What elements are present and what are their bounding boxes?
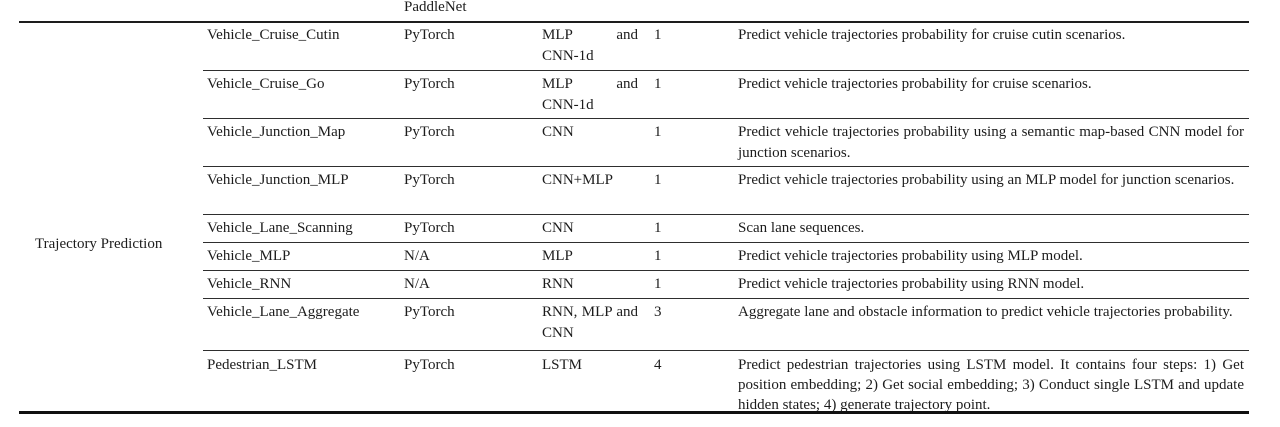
architecture-cell: RNN, MLP and CNN bbox=[542, 304, 638, 341]
description-cell: Predict vehicle trajectories probability… bbox=[738, 76, 1092, 92]
stage-count-cell: 1 bbox=[654, 76, 662, 92]
framework-cell: N/A bbox=[404, 276, 430, 292]
stage-count-cell: 1 bbox=[654, 248, 662, 264]
model-name-cell: Vehicle_Cruise_Go bbox=[207, 76, 325, 92]
table-row: Vehicle_Cruise_Cutin PyTorch MLP and CNN… bbox=[203, 22, 1249, 70]
stage-count-cell: 1 bbox=[654, 276, 662, 292]
description-cell: Predict pedestrian trajectories using LS… bbox=[738, 357, 1244, 413]
table-row: Vehicle_RNN N/A RNN 1 Predict vehicle tr… bbox=[203, 270, 1249, 298]
model-name-cell: Vehicle_Lane_Scanning bbox=[207, 220, 353, 236]
architecture-cell: LSTM bbox=[542, 357, 583, 373]
table-bottom-rule bbox=[19, 411, 1249, 414]
table-row: Pedestrian_LSTM PyTorch LSTM 4 Predict p… bbox=[203, 350, 1249, 413]
table-body: Vehicle_Cruise_Cutin PyTorch MLP and CNN… bbox=[203, 22, 1249, 413]
table-row: Vehicle_Junction_MLP PyTorch CNN+MLP 1 P… bbox=[203, 166, 1249, 214]
table-row: Vehicle_Cruise_Go PyTorch MLP and CNN-1d… bbox=[203, 70, 1249, 118]
stage-count-cell: 4 bbox=[654, 357, 662, 373]
model-name-cell: Vehicle_MLP bbox=[207, 248, 291, 264]
table-row: Vehicle_Junction_Map PyTorch CNN 1 Predi… bbox=[203, 118, 1249, 166]
model-name-cell: Vehicle_Junction_MLP bbox=[207, 172, 349, 188]
table-row: Vehicle_Lane_Aggregate PyTorch RNN, MLP … bbox=[203, 298, 1249, 350]
partial-row-framework-cell: PaddleNet bbox=[404, 0, 467, 15]
stage-count-cell: 1 bbox=[654, 172, 662, 188]
model-name-cell: Vehicle_Cruise_Cutin bbox=[207, 27, 340, 43]
stage-count-cell: 3 bbox=[654, 304, 662, 320]
architecture-cell: MLP and CNN-1d bbox=[542, 27, 638, 64]
framework-cell: PyTorch bbox=[404, 304, 455, 320]
description-cell: Predict vehicle trajectories probability… bbox=[738, 172, 1235, 188]
framework-cell: PyTorch bbox=[404, 357, 455, 373]
description-cell: Scan lane sequences. bbox=[738, 220, 865, 236]
model-name-cell: Vehicle_Junction_Map bbox=[207, 124, 346, 140]
category-label: Trajectory Prediction bbox=[35, 236, 163, 252]
architecture-cell: RNN bbox=[542, 276, 574, 292]
table-row: Vehicle_MLP N/A MLP 1 Predict vehicle tr… bbox=[203, 242, 1249, 270]
model-name-cell: Vehicle_Lane_Aggregate bbox=[207, 304, 360, 320]
framework-cell: PyTorch bbox=[404, 172, 455, 188]
description-cell: Aggregate lane and obstacle information … bbox=[738, 304, 1233, 320]
stage-count-cell: 1 bbox=[654, 124, 662, 140]
description-cell: Predict vehicle trajectories probability… bbox=[738, 248, 1083, 264]
framework-cell: PyTorch bbox=[404, 220, 455, 236]
description-cell: Predict vehicle trajectories probability… bbox=[738, 124, 1244, 161]
framework-cell: PyTorch bbox=[404, 76, 455, 92]
framework-cell: PyTorch bbox=[404, 124, 455, 140]
description-cell: Predict vehicle trajectories probability… bbox=[738, 27, 1126, 43]
stage-count-cell: 1 bbox=[654, 27, 662, 43]
description-cell: Predict vehicle trajectories probability… bbox=[738, 276, 1085, 292]
framework-cell: PyTorch bbox=[404, 27, 455, 43]
model-name-cell: Vehicle_RNN bbox=[207, 276, 292, 292]
architecture-cell: MLP and CNN-1d bbox=[542, 76, 638, 113]
table-row: Vehicle_Lane_Scanning PyTorch CNN 1 Scan… bbox=[203, 214, 1249, 242]
stage-count-cell: 1 bbox=[654, 220, 662, 236]
architecture-cell: MLP bbox=[542, 248, 573, 264]
model-name-cell: Pedestrian_LSTM bbox=[207, 357, 317, 373]
architecture-cell: CNN bbox=[542, 124, 574, 140]
table-top-rule bbox=[19, 21, 1249, 23]
architecture-cell: CNN+MLP bbox=[542, 172, 613, 188]
framework-cell: N/A bbox=[404, 248, 430, 264]
architecture-cell: CNN bbox=[542, 220, 574, 236]
